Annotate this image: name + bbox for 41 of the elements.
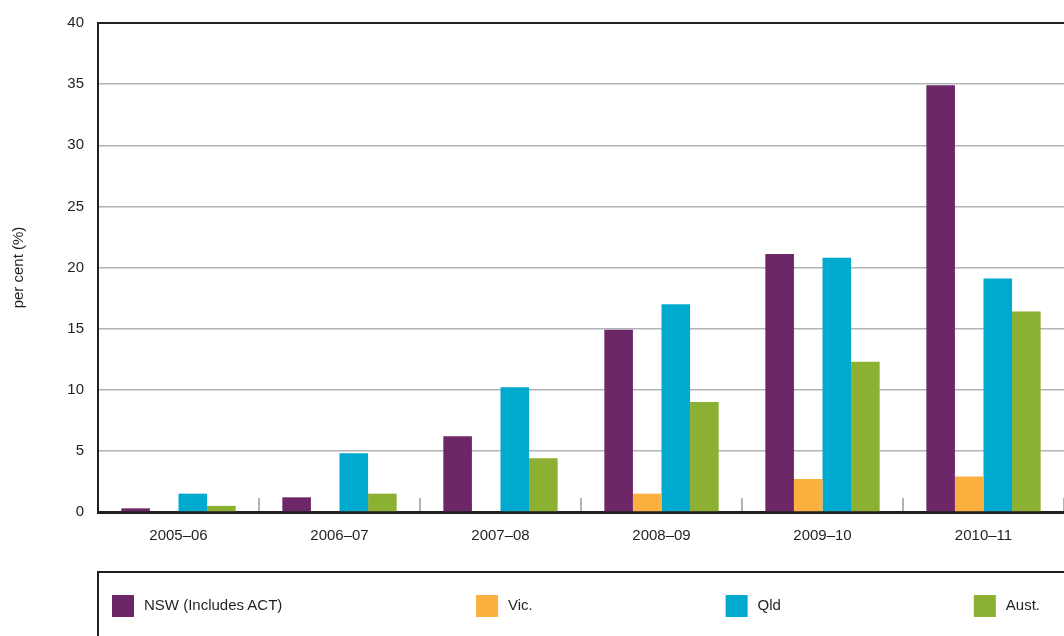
x-tick-label: 2010–11 — [954, 526, 1013, 544]
y-tick-label: 30 — [67, 135, 84, 153]
y-axis-title: per cent (%) — [9, 226, 27, 309]
bar — [282, 497, 311, 512]
x-tick-label: 2005–06 — [149, 526, 208, 544]
bar — [368, 493, 397, 512]
y-tick-label: 0 — [75, 502, 84, 520]
y-tick-label: 25 — [67, 196, 84, 214]
bar — [178, 493, 208, 512]
bar — [765, 254, 794, 512]
bar — [983, 278, 1013, 512]
bar — [954, 476, 984, 512]
bar — [632, 493, 662, 512]
x-tick-label: 2006–07 — [310, 526, 369, 544]
legend-label: Aust. — [1005, 596, 1041, 614]
legend-label: Vic. — [508, 596, 533, 614]
bar — [500, 387, 530, 512]
x-tick-label: 2008–09 — [632, 526, 691, 544]
y-tick-label: 5 — [75, 441, 84, 459]
bar — [443, 436, 472, 512]
y-tick-label: 15 — [67, 318, 84, 336]
bar — [661, 304, 691, 512]
legend-label: Qld — [757, 596, 781, 614]
y-tick-label: 35 — [67, 74, 84, 92]
bar — [604, 329, 633, 512]
y-tick-label: 10 — [67, 379, 84, 397]
y-tick-label: 20 — [67, 257, 84, 275]
bar — [529, 458, 558, 512]
bar — [822, 257, 852, 512]
bar — [207, 505, 236, 512]
bar — [926, 85, 955, 512]
legend-label: NSW (Includes ACT) — [144, 596, 283, 614]
x-tick-label: 2009–10 — [793, 526, 852, 544]
y-tick-label: 40 — [67, 13, 84, 31]
bar — [339, 453, 369, 512]
bar — [121, 508, 150, 512]
bar — [793, 478, 823, 512]
x-tick-label: 2007–08 — [471, 526, 530, 544]
bar — [690, 401, 719, 512]
bar — [1012, 311, 1041, 512]
bar — [851, 361, 880, 512]
